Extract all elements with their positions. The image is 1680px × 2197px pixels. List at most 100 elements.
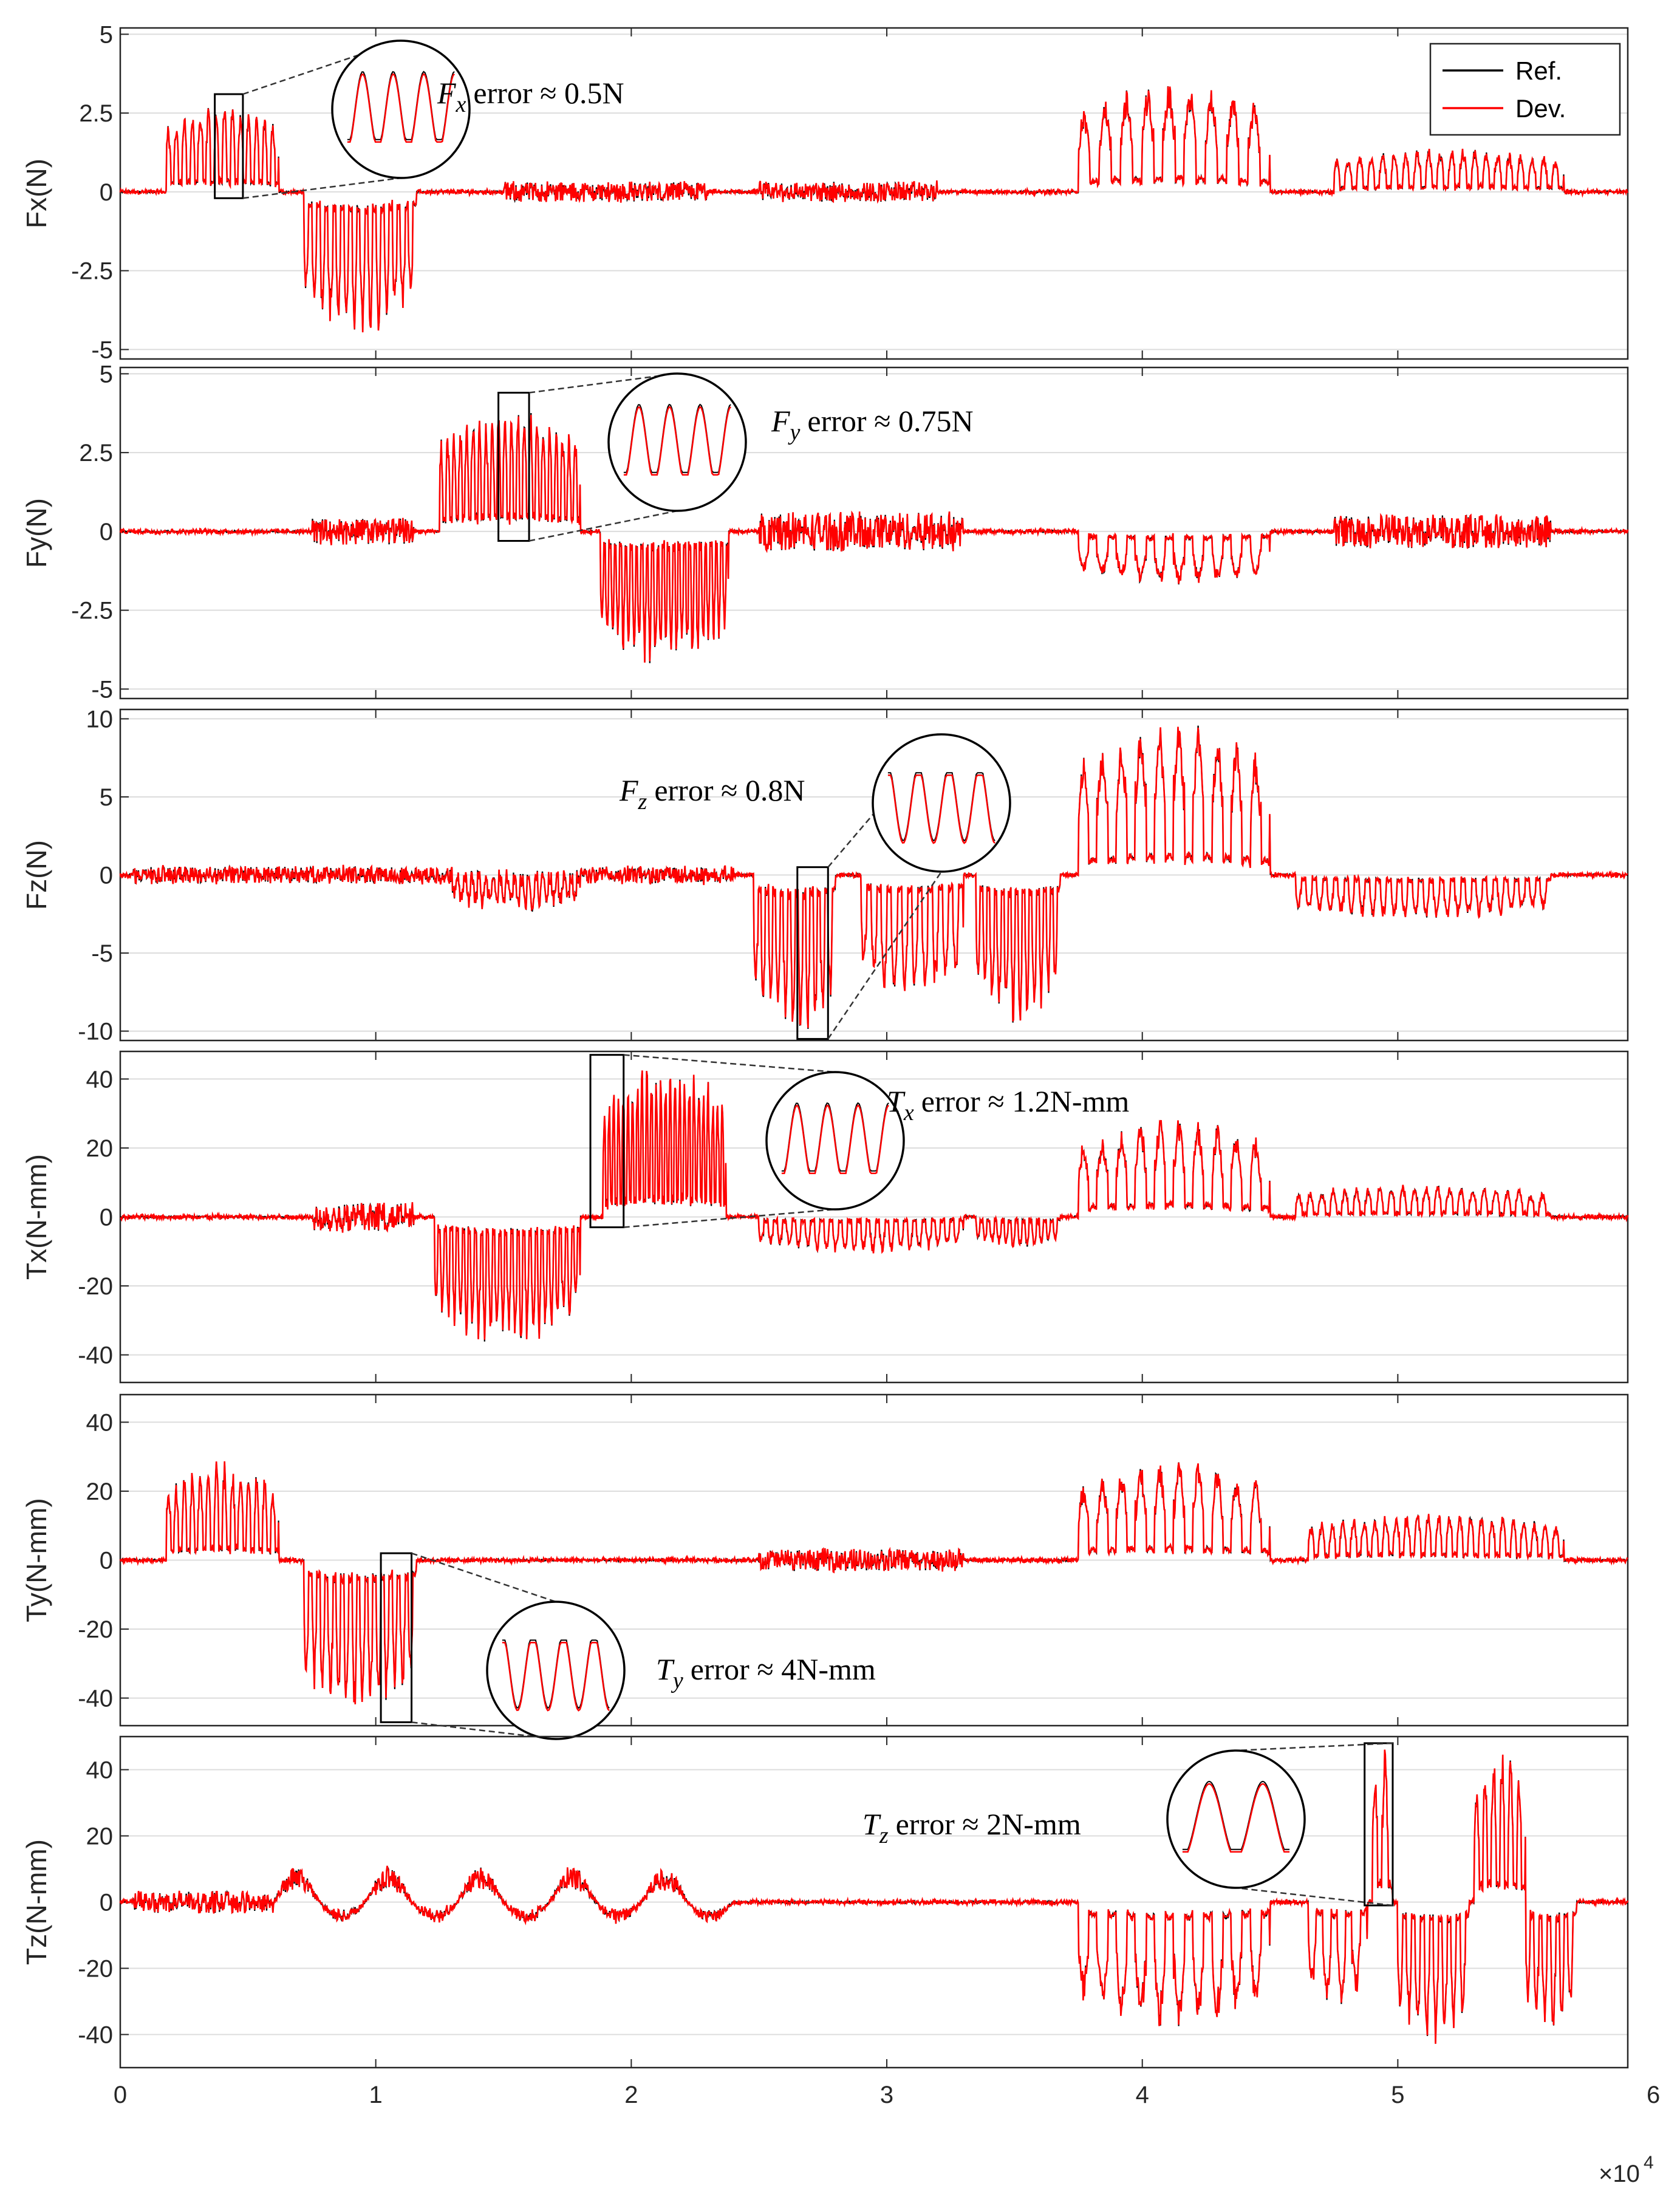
y-tick-label: -2.5 [71, 598, 113, 624]
y-axis-label: Ty(N-mm) [21, 1498, 52, 1622]
zoom-connector [411, 1552, 556, 1603]
annotation-text: error ≈ 4N-mm [691, 1652, 876, 1686]
y-tick-label: -5 [91, 337, 113, 363]
series-dev-line [119, 86, 1629, 333]
annotation-subscript: x [903, 1100, 914, 1126]
x-tick-label: 2 [624, 2082, 638, 2108]
y-tick-label: 20 [86, 1135, 114, 1162]
annotation-symbol: T [862, 1807, 881, 1841]
y-tick-label: 20 [86, 1823, 114, 1850]
x-axis: ×10 4 0 1 2 3 4 5 6 [114, 2082, 1660, 2187]
y-tick-label: 0 [100, 1548, 113, 1574]
error-annotation: Ty error ≈ 4N-mm [656, 1652, 876, 1693]
error-annotation: Tz error ≈ 2N-mm [862, 1807, 1081, 1848]
y-axis-label: Fy(N) [21, 498, 52, 568]
annotation-text: error ≈ 0.5N [473, 76, 624, 110]
x-exponent-label: ×10 [1599, 2161, 1640, 2187]
y-tick-label: 5 [100, 361, 113, 388]
series-ref-line [120, 725, 1628, 1029]
panel-3: 10 5 0 -5 -10 Fz(N) Fz error ≈ 0.8N [21, 706, 1629, 1045]
y-tick-label: -40 [78, 1686, 113, 1712]
zoom-box [380, 1552, 413, 1723]
zoom-inset-dev-line [623, 406, 732, 476]
x-exponent-power: 4 [1644, 2153, 1654, 2173]
zoom-inset-dev-line [781, 1104, 890, 1174]
zoom-inset-dev-line [502, 1642, 610, 1712]
annotation-subscript: z [879, 1823, 889, 1848]
zoom-inset-dev-line [1182, 1783, 1290, 1853]
zoom-connector [623, 1054, 836, 1073]
y-tick-label: -40 [78, 2022, 113, 2049]
zoom-connector [1235, 1887, 1393, 1907]
series-dev-line [119, 726, 1628, 1028]
error-annotation: Tx error ≈ 1.2N-mm [887, 1084, 1129, 1126]
legend-box [1429, 43, 1621, 136]
legend-label: Ref. [1515, 56, 1562, 85]
annotation-symbol: F [619, 773, 638, 807]
y-tick-label: 0 [100, 179, 113, 206]
series-dev-line [119, 415, 1629, 663]
zoom-connector [528, 372, 678, 394]
zoom-box [589, 1054, 625, 1229]
annotation-symbol: T [887, 1084, 906, 1118]
error-annotation: Fy error ≈ 0.75N [771, 404, 974, 445]
y-axis-label: Fx(N) [21, 159, 52, 228]
annotation-text: error ≈ 2N-mm [896, 1807, 1081, 1841]
y-tick-label: 0 [100, 1204, 113, 1231]
panel-5: 40 20 0 -20 -40 Ty(N-mm) Ty error ≈ 4N-mm [21, 1393, 1629, 1740]
x-tick-label: 5 [1391, 2082, 1404, 2108]
y-tick-label: -40 [78, 1342, 113, 1369]
zoom-inset-dev-line [887, 774, 996, 844]
zoom-connector [623, 1208, 836, 1228]
zoom-connector [1235, 1742, 1393, 1752]
x-tick-label: 4 [1136, 2082, 1149, 2108]
annotation-subscript: y [671, 1668, 683, 1693]
zoom-inset-dev-line [347, 73, 456, 143]
annotation-text: error ≈ 1.2N-mm [921, 1084, 1130, 1118]
series-dev-line [119, 1461, 1628, 1704]
y-tick-label: -5 [91, 940, 113, 967]
y-tick-label: 20 [86, 1478, 114, 1505]
y-tick-label: 0 [100, 863, 113, 889]
zoom-connector [827, 871, 943, 1040]
legend-label: Dev. [1515, 94, 1566, 123]
y-axis-label: Tx(N-mm) [21, 1154, 52, 1280]
y-axis-label: Fz(N) [21, 840, 52, 910]
y-tick-label: -2.5 [71, 258, 113, 285]
y-tick-label: -10 [78, 1019, 113, 1045]
annotation-symbol: F [771, 404, 790, 438]
zoom-box [497, 392, 530, 542]
panel-2: 5 2.5 0 -2.5 -5 Fy(N) Fy error ≈ 0.75N [21, 361, 1629, 703]
error-annotation: Fz error ≈ 0.8N [619, 773, 805, 815]
x-tick-label: 3 [880, 2082, 893, 2108]
x-tick-label: 1 [369, 2082, 383, 2108]
zoom-inset-circle [1166, 1749, 1306, 1889]
y-tick-label: 5 [100, 21, 113, 48]
axes-frame [119, 27, 1629, 360]
y-tick-label: 40 [86, 1066, 114, 1093]
annotation-subscript: z [638, 789, 647, 815]
x-tick-label: 6 [1647, 2082, 1660, 2108]
y-tick-label: 2.5 [79, 440, 113, 466]
y-tick-label: 2.5 [79, 100, 113, 127]
y-tick-label: -5 [91, 676, 113, 703]
y-tick-label: 40 [86, 1409, 114, 1436]
panel-1: 5 2.5 0 -2.5 -5 Fx(N) Fx error ≈ 0.5N [21, 21, 1629, 363]
zoom-box [796, 866, 829, 1040]
zoom-box [214, 93, 244, 199]
panel-4: 40 20 0 -20 -40 Tx(N-mm) Tx error ≈ 1.2N-mm [21, 1050, 1629, 1384]
annotation-subscript: x [456, 92, 466, 117]
y-tick-label: 5 [100, 784, 113, 811]
annotation-text: error ≈ 0.75N [807, 404, 973, 438]
y-tick-label: -20 [78, 1616, 113, 1643]
legend: Ref. Dev. [1429, 43, 1621, 136]
series-dev-line [119, 1749, 1629, 2044]
zoom-connector [242, 177, 401, 199]
y-tick-label: 0 [100, 519, 113, 545]
x-tick-label: 0 [114, 2082, 127, 2108]
y-tick-label: 40 [86, 1757, 114, 1784]
y-tick-label: 0 [100, 1890, 113, 1916]
annotation-subscript: y [788, 420, 801, 445]
zoom-connector [528, 510, 678, 542]
panels: 5 2.5 0 -2.5 -5 Fx(N) Fx error ≈ 0.5N 5 2.5 0 -2.5 -… [21, 21, 1629, 2069]
